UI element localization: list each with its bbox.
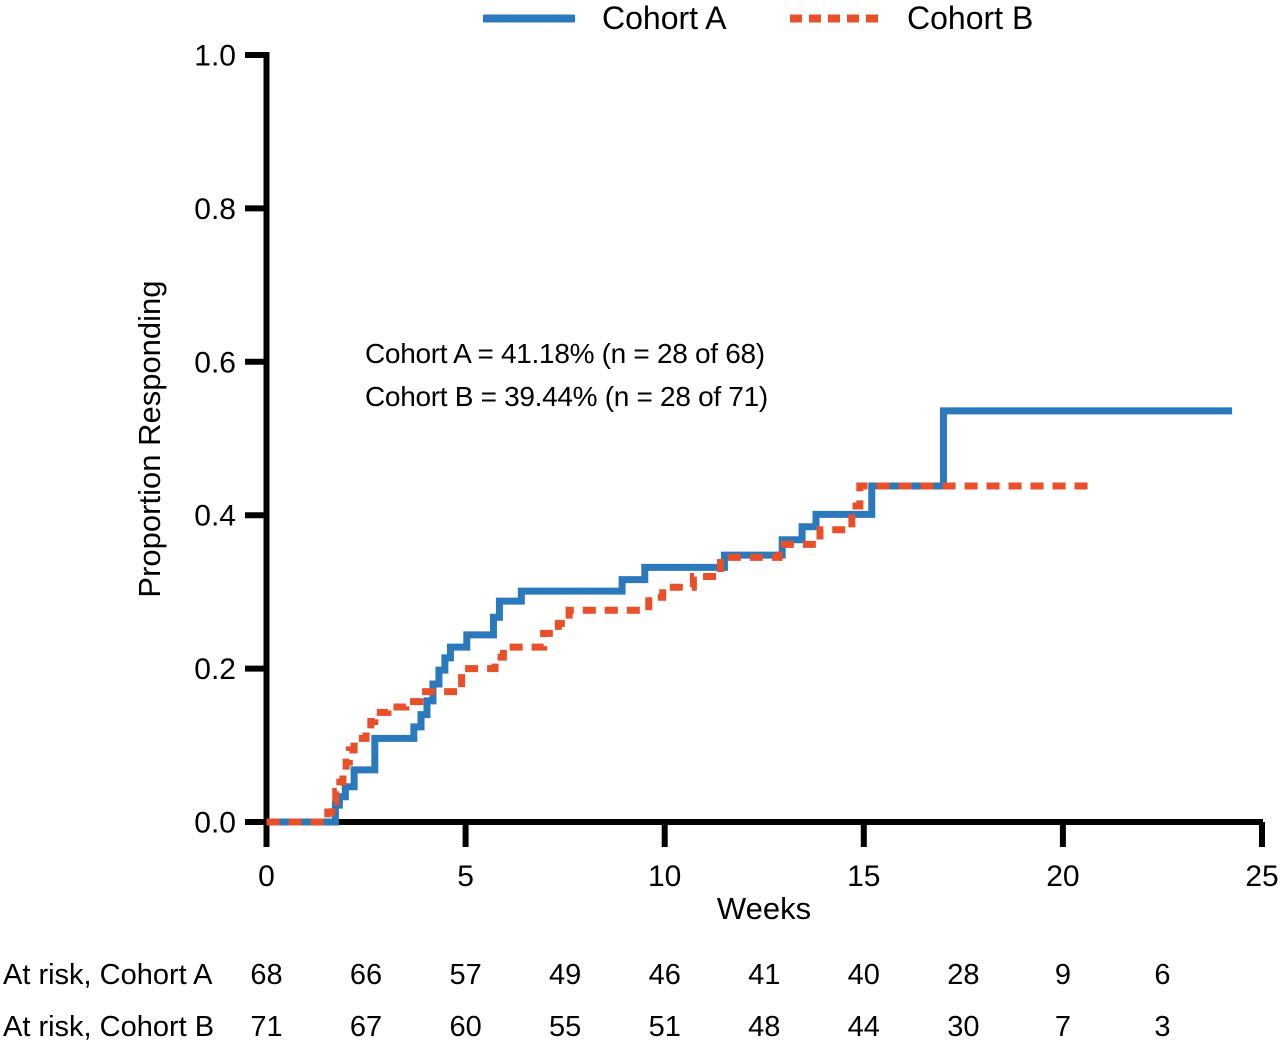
at-risk-count: 48 [748, 1011, 780, 1043]
series-paths [266, 407, 1233, 826]
at-risk-row-label-a: At risk, Cohort A [3, 959, 213, 991]
y-tick-label-0.0: 0.0 [194, 807, 236, 840]
legend-label: Cohort A [602, 0, 727, 36]
x-tick-label-25: 25 [1245, 860, 1278, 893]
at-risk-count: 44 [848, 1011, 880, 1043]
at-risk-count: 60 [449, 1011, 481, 1043]
at-risk-row-label-b: At risk, Cohort B [3, 1011, 214, 1043]
at-risk-count: 66 [350, 959, 382, 991]
x-tick-label-20: 20 [1046, 860, 1079, 893]
x-ticks: 0 5 10 15 20 25 [258, 822, 1279, 893]
x-tick-label-5: 5 [457, 860, 474, 893]
x-axis: 0 5 10 15 20 25 Weeks [258, 819, 1279, 926]
series-line-cohort-b [266, 482, 1089, 826]
at-risk-table: At risk, Cohort A At risk, Cohort B 68 66… [3, 959, 1171, 1043]
legend-label: Cohort B [907, 0, 1034, 36]
y-tick-label-0.2: 0.2 [194, 653, 236, 686]
series-line-cohort-a [266, 407, 1233, 826]
at-risk-count: 6 [1154, 959, 1170, 991]
at-risk-count: 67 [350, 1011, 382, 1043]
at-risk-count: 55 [549, 1011, 581, 1043]
at-risk-count: 30 [947, 1011, 979, 1043]
at-risk-count: 41 [748, 959, 780, 991]
annotation-line-cohort-a: Cohort A = 41.18% (n = 28 of 68) [365, 338, 765, 369]
x-axis-title: Weeks [717, 891, 811, 926]
at-risk-count: 3 [1154, 1011, 1170, 1043]
at-risk-count: 46 [649, 959, 681, 991]
y-tick-label-0.6: 0.6 [194, 346, 236, 379]
at-risk-count: 49 [549, 959, 581, 991]
chart-legend: Cohort A Cohort B [0, 0, 1280, 36]
annotation-line-cohort-b: Cohort B = 39.44% (n = 28 of 71) [365, 381, 768, 412]
y-tick-label-0.8: 0.8 [194, 193, 236, 226]
at-risk-counts: 68 66 57 49 46 41 40 28 9 6 71 67 60 55 51 48 44 30 7 3 [250, 959, 1170, 1043]
y-axis-title: Proportion Responding [132, 280, 167, 597]
y-ticks: 0.0 0.2 0.4 0.6 0.8 1.0 [194, 40, 267, 840]
at-risk-count: 71 [250, 1011, 282, 1043]
at-risk-count: 7 [1055, 1011, 1071, 1043]
y-tick-label-1.0: 1.0 [194, 40, 236, 73]
at-risk-count: 28 [947, 959, 979, 991]
legend-item-cohort-a: Cohort A [483, 1, 727, 35]
legend-item-cohort-b: Cohort B [788, 1, 1033, 35]
at-risk-count: 51 [649, 1011, 681, 1043]
response-rate-annotation: Cohort A = 41.18% (n = 28 of 68) Cohort … [365, 332, 768, 418]
at-risk-count: 57 [449, 959, 481, 991]
at-risk-count: 68 [250, 959, 282, 991]
x-tick-label-15: 15 [847, 860, 880, 893]
legend-line-solid-icon [483, 14, 575, 22]
x-tick-label-0: 0 [258, 860, 275, 893]
y-axis: 0.0 0.2 0.4 0.6 0.8 1.0 Proportion Responding [132, 40, 270, 840]
at-risk-count: 9 [1055, 959, 1071, 991]
y-tick-label-0.4: 0.4 [194, 500, 236, 533]
legend-line-dashed-icon [790, 14, 878, 22]
at-risk-count: 40 [848, 959, 880, 991]
x-tick-label-10: 10 [648, 860, 681, 893]
